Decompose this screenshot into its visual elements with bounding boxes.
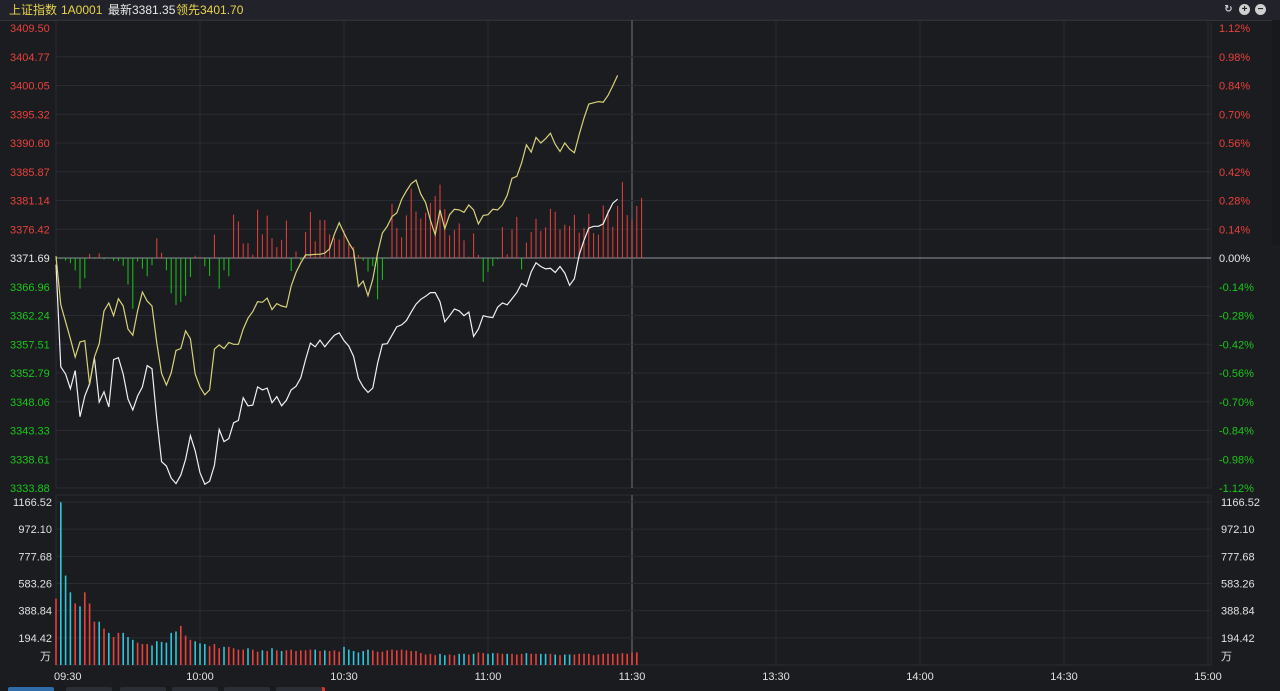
bottom-tab-bar [0, 686, 1280, 691]
grid-lines [55, 19, 1212, 666]
volume-tick-label-right: 388.84 [1221, 606, 1255, 618]
bottom-tab[interactable] [66, 687, 112, 691]
percent-tick-label: -0.84% [1219, 426, 1254, 438]
percent-tick-label: -0.98% [1219, 454, 1254, 466]
volume-panel-frame [55, 494, 1212, 666]
percent-tick-label: 0.84% [1219, 81, 1250, 93]
time-tick-label: 11:30 [619, 671, 646, 683]
percent-tick-label: 0.98% [1219, 52, 1250, 64]
percent-tick-label: -0.28% [1219, 311, 1254, 323]
volume-tick-label-right: 777.68 [1221, 551, 1255, 563]
right-side-panel-edge [1272, 20, 1280, 245]
volume-tick-label-right: 972.10 [1221, 524, 1255, 536]
price-tick-label: 3390.60 [10, 138, 50, 150]
price-tick-label: 3404.77 [10, 52, 50, 64]
percent-tick-label: 0.56% [1219, 138, 1250, 150]
percent-tick-label: -0.56% [1219, 368, 1254, 380]
percent-tick-label: 1.12% [1219, 23, 1250, 35]
minimize-icon[interactable]: − [1255, 4, 1266, 15]
price-tick-label: 3385.87 [10, 167, 50, 179]
price-tick-label: 3333.88 [10, 483, 50, 495]
volume-tick-label-right: 194.42 [1221, 633, 1255, 645]
time-tick-label: 15:00 [1194, 671, 1222, 683]
volume-unit-label-right: 万 [1221, 651, 1232, 663]
percent-tick-label: 0.42% [1219, 167, 1250, 179]
volume-tick-label: 1166.52 [13, 497, 52, 509]
percent-tick-label: -0.70% [1219, 397, 1254, 409]
price-tick-label: 3366.96 [10, 282, 50, 294]
bottom-tab[interactable] [224, 687, 270, 691]
axis-labels: 09:30 10:00 10:30 11:00 11:30 13:30 14:00 14:30… [10, 23, 1260, 683]
volume-tick-label: 583.26 [18, 579, 52, 591]
percent-tick-label: -0.14% [1219, 282, 1254, 294]
price-tick-label: 3338.61 [10, 454, 50, 466]
refresh-icon[interactable]: ↻ [1224, 4, 1233, 15]
price-tick-label: 3352.79 [10, 368, 50, 380]
percent-tick-label: 0.70% [1219, 109, 1250, 121]
time-tick-label: 09:30 [54, 671, 82, 683]
volume-bars [55, 502, 638, 665]
time-tick-label: 14:30 [1050, 671, 1078, 683]
price-lines [55, 75, 619, 486]
add-icon[interactable]: + [1239, 4, 1250, 15]
percent-tick-label: -0.42% [1219, 339, 1254, 351]
volume-tick-label: 777.68 [18, 551, 52, 563]
price-panel-frame [55, 19, 1212, 489]
bottom-tab[interactable] [8, 687, 54, 691]
price-tick-label: 3371.69 [10, 253, 50, 265]
time-tick-label: 14:00 [906, 671, 934, 683]
index-code: 1A0001 [61, 3, 103, 17]
leading-index-line [55, 75, 619, 396]
leading-index: 领先3401.70 [176, 3, 244, 17]
price-tick-label: 3395.32 [10, 109, 50, 121]
percent-tick-label: 0.14% [1219, 224, 1250, 236]
price-line [55, 198, 618, 486]
price-tick-label: 3400.05 [10, 81, 50, 93]
time-tick-label: 11:00 [475, 671, 502, 683]
price-tick-label: 3343.33 [10, 426, 50, 438]
price-tick-label: 3348.06 [10, 397, 50, 409]
time-tick-label: 10:30 [330, 671, 358, 683]
price-tick-label: 3381.14 [10, 196, 50, 208]
percent-tick-label: -1.12% [1219, 483, 1254, 495]
price-tick-label: 3376.42 [10, 224, 50, 236]
time-tick-label: 10:00 [186, 671, 214, 683]
bottom-tab[interactable] [120, 687, 166, 691]
price-tick-label: 3409.50 [10, 23, 50, 35]
volume-unit-label: 万 [40, 651, 51, 663]
bottom-tab[interactable] [276, 687, 325, 691]
price-tick-label: 3362.24 [10, 311, 50, 323]
volume-tick-label: 972.10 [18, 524, 52, 536]
volume-tick-label-right: 1166.52 [1221, 497, 1260, 509]
time-tick-label: 13:30 [762, 671, 790, 683]
momentum-bars [55, 182, 643, 309]
volume-tick-label-right: 583.26 [1221, 579, 1255, 591]
latest-price: 最新3381.35 [108, 3, 176, 17]
price-tick-label: 3357.51 [10, 339, 50, 351]
volume-tick-label: 194.42 [18, 633, 52, 645]
index-name: 上证指数 [9, 3, 58, 17]
percent-tick-label: 0.28% [1219, 196, 1250, 208]
percent-tick-label: 0.00% [1219, 253, 1250, 265]
volume-tick-label: 388.84 [18, 606, 52, 618]
bottom-tab[interactable] [172, 687, 218, 691]
